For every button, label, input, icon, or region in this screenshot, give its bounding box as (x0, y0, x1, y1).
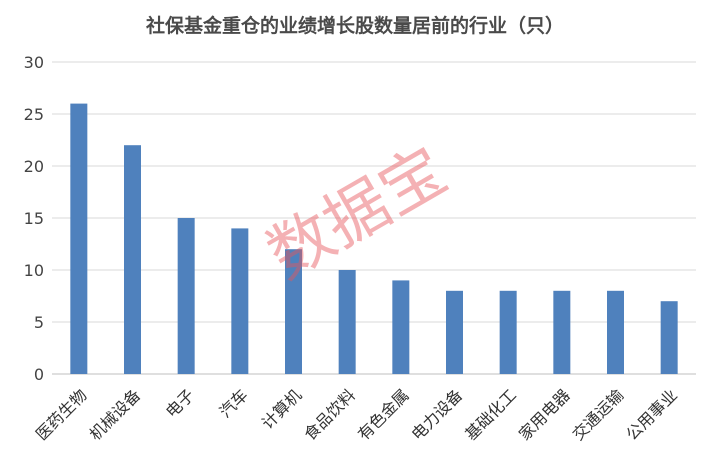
bar (392, 280, 410, 374)
chart-title: 社保基金重仓的业绩增长股数量居前的行业（只） (145, 14, 564, 37)
bar (285, 249, 302, 374)
x-category-label: 食品饮料 (300, 385, 359, 444)
bar (177, 218, 195, 374)
x-category-label: 机械设备 (86, 385, 145, 444)
x-category-label: 汽车 (216, 385, 252, 421)
bar (660, 301, 678, 374)
x-category-label: 家用电器 (515, 385, 574, 444)
y-tick-label: 0 (34, 365, 44, 384)
y-tick-label: 25 (24, 105, 44, 124)
x-category-label: 公用事业 (622, 385, 681, 444)
bar (124, 145, 141, 374)
y-tick-label: 15 (24, 209, 44, 228)
bar (607, 290, 624, 374)
x-category-label: 电力设备 (408, 385, 467, 444)
bar (70, 103, 88, 374)
bar (231, 228, 249, 374)
x-category-label: 计算机 (258, 385, 305, 432)
y-tick-label: 5 (34, 313, 44, 332)
gridlines (52, 61, 696, 375)
x-category-label: 电子 (162, 385, 198, 421)
y-tick-label: 30 (24, 53, 44, 72)
y-tick-label: 20 (24, 157, 44, 176)
x-category-label: 基础化工 (461, 385, 520, 444)
x-category-label: 交通运输 (569, 385, 628, 444)
bar (499, 290, 517, 374)
bar (446, 290, 463, 374)
x-category-label: 有色金属 (354, 385, 413, 444)
bar (338, 270, 356, 374)
y-axis-ticks: 0 5 10 15 20 25 30 (24, 53, 44, 384)
bars (70, 103, 678, 374)
x-category-label: 医药生物 (32, 385, 91, 444)
y-tick-label: 10 (24, 261, 44, 280)
bar (553, 290, 571, 374)
